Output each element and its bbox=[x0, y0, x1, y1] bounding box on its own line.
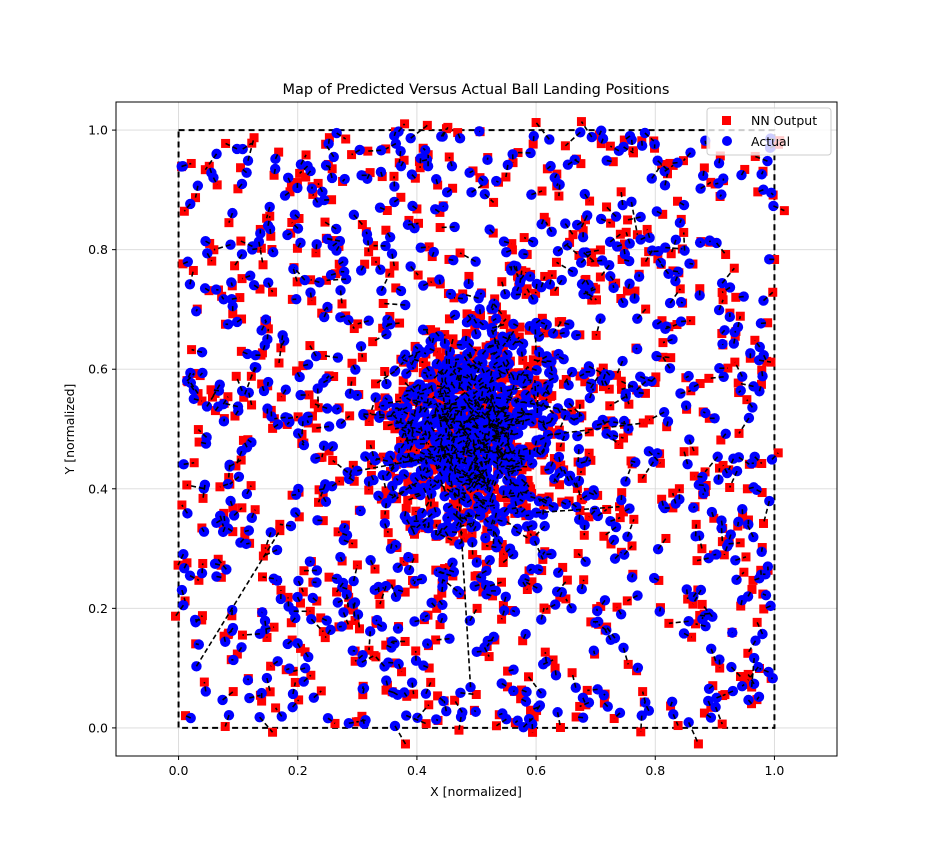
x-tick-label: 0.6 bbox=[526, 763, 546, 778]
y-tick-label: 0.0 bbox=[88, 720, 108, 735]
y-axis-ticks: 0.0 0.2 0.4 0.6 0.8 1.0 bbox=[88, 123, 116, 736]
y-tick-label: 0.6 bbox=[88, 362, 108, 377]
actual-circle-icon bbox=[722, 136, 732, 146]
y-tick-label: 0.8 bbox=[88, 242, 108, 257]
legend-label-actual: Actual bbox=[751, 134, 790, 149]
x-tick-label: 0.0 bbox=[169, 763, 189, 778]
chart-title: Map of Predicted Versus Actual Ball Land… bbox=[283, 82, 670, 98]
y-tick-label: 1.0 bbox=[88, 123, 108, 138]
y-tick-label: 0.2 bbox=[88, 601, 108, 616]
x-tick-label: 0.2 bbox=[288, 763, 308, 778]
y-axis-label: Y [normalized] bbox=[62, 384, 77, 476]
x-axis-ticks: 0.0 0.2 0.4 0.6 0.8 1.0 bbox=[169, 756, 785, 778]
y-tick-label: 0.4 bbox=[88, 481, 108, 496]
x-axis-label: X [normalized] bbox=[430, 784, 522, 799]
x-tick-label: 0.8 bbox=[645, 763, 665, 778]
legend: NN Output Actual bbox=[707, 108, 831, 155]
legend-label-nn-output: NN Output bbox=[751, 113, 817, 128]
nn-output-square-icon bbox=[722, 116, 731, 125]
x-tick-label: 0.4 bbox=[407, 763, 427, 778]
x-tick-label: 1.0 bbox=[764, 763, 784, 778]
